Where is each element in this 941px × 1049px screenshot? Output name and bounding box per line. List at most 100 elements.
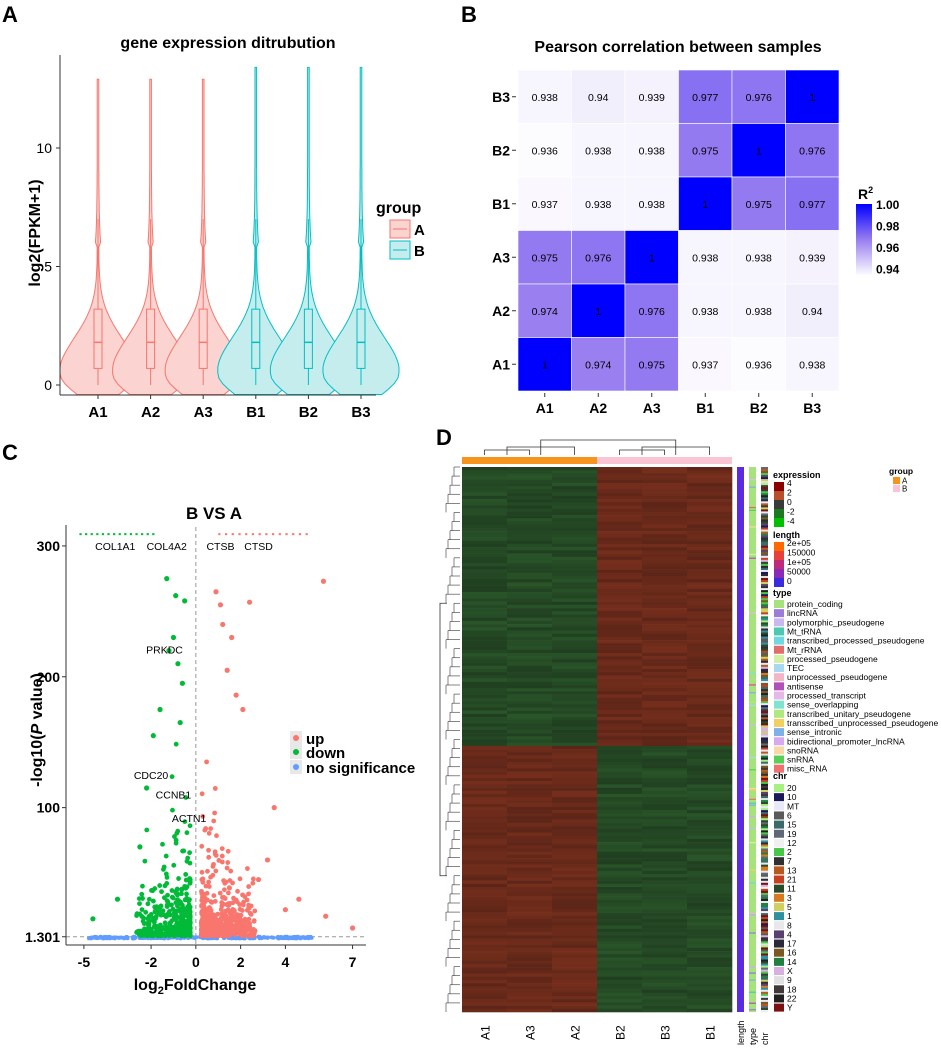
type-stripe [749,966,756,968]
heat-cell [462,954,508,958]
down-point [164,904,170,909]
heat-cell [687,620,733,625]
heat-cell [552,704,598,708]
heat-cell [597,893,643,897]
corr-xlabel: B3 [803,400,821,416]
heat-cell [552,675,598,679]
heat-cell [462,893,508,897]
up-point [246,916,252,922]
heat-cell [462,851,508,856]
chr-label: 14 [787,957,797,967]
heat-cell [462,643,508,647]
heat-cell [552,963,598,968]
chr-stripe [761,957,768,960]
violin-chart: gene expression ditrubution log2(FPKM+1)… [27,35,425,421]
heat-cell [687,688,733,692]
heat-cell [642,499,688,503]
down-point [158,912,164,918]
heat-cell [552,662,598,667]
heat-cell [597,925,643,929]
heat-cell [462,749,508,753]
heat-cell [687,893,733,897]
heat-cell [687,886,733,891]
heat-cell [687,662,733,667]
chr-stripe [761,1009,768,1013]
volcano-xlabel: log2FoldChange [134,977,257,997]
heat-cell [507,947,553,952]
heat-cell [642,681,688,686]
violin-xtick-label: A2 [141,404,160,421]
heat-cell [507,495,553,500]
heat-cell [552,486,598,490]
up-point [223,908,228,914]
chr-stripe [761,991,768,995]
type-swatch [774,600,784,608]
heat-cell [687,672,733,676]
chr-stripe [761,691,768,694]
heat-cell [642,553,688,558]
legend-label-b: B [414,243,425,260]
up-point [226,933,232,939]
gene-annotation: CDC20 [134,770,169,782]
corr-ylabel: A2 [492,303,510,319]
chr-stripe [761,1001,768,1005]
down-point [139,891,145,897]
chr-stripe [761,723,768,726]
up-point [215,911,221,917]
chr-stripe [761,834,768,837]
chr-stripe [761,783,768,787]
corr-cell [785,176,840,231]
heat-cell [687,636,733,641]
heat-cell [507,685,553,689]
heat-cell [462,640,508,644]
heat-cell [462,701,508,705]
up-point [226,890,231,896]
heat-cell [462,614,508,618]
heat-cell [597,710,643,715]
heat-cell [552,995,598,1000]
up-point [238,912,244,918]
heat-cell [642,672,688,676]
corr-cell [571,337,626,392]
up-point [232,924,238,929]
heat-cell [642,870,688,875]
heat-cell [462,787,508,792]
heat-cell [597,467,643,471]
heat-cell [507,745,553,750]
down-point [90,916,96,922]
up-point [247,921,253,927]
heat-cell [462,883,508,888]
heat-cell [687,906,733,910]
heat-cell [462,922,508,926]
heat-cell [462,870,508,875]
heat-cell [597,870,643,875]
heat-cell [552,479,598,484]
chr-swatch [774,838,784,847]
heat-cell [507,470,553,474]
heat-cell [642,643,688,647]
heat-cell [462,925,508,929]
heat-col-label: A3 [524,1025,538,1040]
heat-cell [552,938,598,942]
up-point [245,866,250,871]
heat-cell [462,986,508,990]
volcano-ytick-label: 100 [37,800,61,816]
heat-cell [507,742,553,747]
heat-cell [462,864,508,869]
heat-cell [552,543,598,548]
heat-cell [552,697,598,702]
heat-cell [597,976,643,981]
down-point [178,916,183,921]
chr-stripe [761,467,768,470]
heat-cell [552,518,598,522]
corr-value: 0.974 [532,306,558,318]
heat-cell [462,896,508,901]
box-B3 [356,308,366,369]
heat-cell [642,739,688,744]
up-point [252,908,258,914]
heat-cell [597,813,643,817]
heat-cell [462,819,508,824]
heat-cell [642,912,688,917]
heat-cell [507,989,553,994]
heat-cell [552,790,598,795]
